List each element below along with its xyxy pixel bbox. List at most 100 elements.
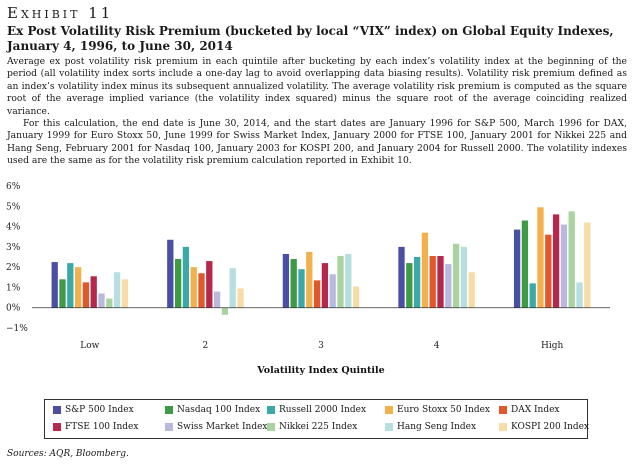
- bar: [429, 255, 436, 308]
- legend-label: Swiss Market Index: [177, 422, 268, 432]
- bar: [568, 211, 575, 308]
- bar: [537, 207, 544, 308]
- chart-title: Ex Post Volatility Risk Premium (buckete…: [7, 24, 614, 53]
- bar: [237, 288, 244, 308]
- y-tick-label: 4%: [6, 223, 21, 233]
- x-axis-label: Volatility Index Quintile: [256, 365, 384, 376]
- bar: [321, 263, 329, 308]
- y-tick-label: 3%: [6, 243, 21, 253]
- legend-label: Euro Stoxx 50 Index: [397, 405, 490, 415]
- bar: [306, 251, 313, 308]
- bar: [59, 279, 66, 308]
- legend-swatch: [267, 423, 275, 431]
- legend-item: Nasdaq 100 Index: [165, 405, 260, 415]
- bar: [282, 253, 290, 308]
- legend-label: DAX Index: [511, 405, 560, 415]
- bar: [337, 255, 344, 308]
- legend-swatch: [53, 406, 61, 414]
- bar: [345, 253, 352, 308]
- bar: [167, 239, 174, 308]
- bar: [545, 234, 552, 308]
- legend-swatch: [385, 423, 393, 431]
- bar: [213, 291, 221, 308]
- y-tick-label: 5%: [6, 202, 21, 212]
- bar: [174, 259, 182, 308]
- bar: [352, 286, 360, 308]
- legend-item: S&P 500 Index: [53, 405, 134, 415]
- legend-item: FTSE 100 Index: [53, 422, 138, 432]
- legend-label: Nasdaq 100 Index: [177, 405, 261, 415]
- bar: [313, 280, 321, 308]
- legend-label: FTSE 100 Index: [65, 422, 139, 432]
- bar: [206, 261, 213, 308]
- legend-label: KOSPI 200 Index: [511, 422, 590, 432]
- legend-label: Russell 2000 Index: [279, 405, 367, 415]
- y-tick-label: 2%: [6, 263, 21, 273]
- legend-item: Euro Stoxx 50 Index: [385, 405, 490, 415]
- bar: [74, 267, 82, 308]
- bar: [51, 262, 58, 308]
- x-tick-label: 3: [318, 341, 324, 351]
- bar: [298, 269, 305, 308]
- x-axis: Low 2 3 4 High: [32, 307, 610, 351]
- bar: [552, 214, 560, 308]
- legend-swatch: [165, 406, 173, 414]
- bar: [67, 263, 74, 308]
- bar: [452, 243, 460, 308]
- bars-group: [51, 207, 591, 315]
- x-tick-label: Low: [80, 341, 99, 351]
- y-tick-label: 1%: [6, 283, 21, 293]
- y-tick-label: 6%: [6, 182, 21, 192]
- y-axis: −1% 0% 1% 2% 3% 4% 5% 6%: [6, 182, 28, 334]
- legend-item: DAX Index: [499, 405, 560, 415]
- legend-swatch: [53, 423, 61, 431]
- legend-swatch: [267, 406, 275, 414]
- exhibit-label: Exhibit 11: [7, 4, 113, 22]
- legend-item: Nikkei 225 Index: [267, 422, 357, 432]
- exhibit-text: Exhibit 11: [7, 4, 114, 22]
- legend-swatch: [499, 423, 507, 431]
- bar: [82, 282, 90, 308]
- legend-swatch: [499, 406, 507, 414]
- bar: [584, 222, 591, 308]
- bar: [560, 224, 568, 308]
- x-tick-label: 2: [203, 341, 209, 351]
- bar: [406, 263, 413, 308]
- legend-item: KOSPI 200 Index: [499, 422, 589, 432]
- x-tick-label: 4: [434, 341, 440, 351]
- legend-label: Nikkei 225 Index: [279, 422, 358, 432]
- bar: [290, 259, 297, 308]
- bar: [106, 298, 113, 308]
- bar: [182, 246, 190, 308]
- bar: [460, 246, 468, 308]
- y-tick-label: 0%: [6, 304, 21, 314]
- legend-item: Hang Seng Index: [385, 422, 476, 432]
- bar: [521, 220, 529, 308]
- bar: [437, 255, 444, 308]
- bar: [198, 273, 205, 308]
- legend-swatch: [165, 423, 173, 431]
- bar: [445, 264, 452, 308]
- legend-label: Hang Seng Index: [397, 422, 477, 432]
- bar: [229, 268, 236, 308]
- bar: [513, 229, 521, 308]
- x-tick-label: High: [541, 341, 563, 351]
- legend-item: Swiss Market Index: [165, 422, 268, 432]
- description-paragraph-1: Average ex post volatility risk premium …: [7, 56, 627, 117]
- legend-swatch: [385, 406, 393, 414]
- bar: [529, 283, 536, 308]
- bar-chart: −1% 0% 1% 2% 3% 4% 5% 6% Low 2 3 4 High Volatility …: [6, 182, 610, 376]
- bar: [121, 279, 129, 308]
- legend: S&P 500 Index Nasdaq 100 Index Russell 200…: [44, 399, 589, 439]
- chart-description: Average ex post volatility risk premium …: [7, 56, 627, 168]
- description-paragraph-2: For this calculation, the end date is Ju…: [7, 118, 627, 167]
- bar: [413, 257, 421, 308]
- legend-label: S&P 500 Index: [65, 405, 134, 415]
- bar: [90, 276, 97, 308]
- bar: [398, 246, 405, 308]
- bar: [221, 307, 229, 315]
- legend-item: Russell 2000 Index: [267, 405, 366, 415]
- bar: [329, 274, 336, 308]
- bar: [421, 232, 429, 308]
- y-tick-label: −1%: [6, 324, 28, 334]
